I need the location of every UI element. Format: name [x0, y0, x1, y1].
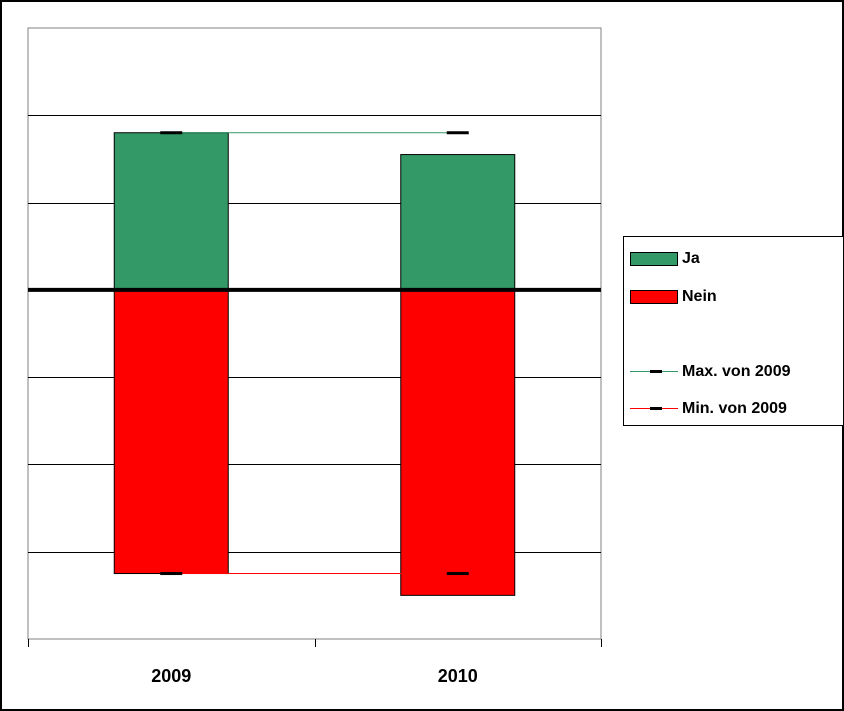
x-tick-label-2010: 2010 [438, 666, 478, 686]
bar-nein-2010 [400, 289, 516, 596]
legend-label-ja: Ja [682, 250, 700, 267]
legend-item-max: Max. von 2009 [630, 362, 791, 382]
x-tick-label-2009: 2009 [151, 666, 191, 686]
bar-nein-2009 [113, 289, 229, 575]
legend-label-nein: Nein [682, 288, 717, 305]
legend-label-min: Min. von 2009 [682, 400, 787, 417]
bar-ja-2009 [113, 132, 229, 291]
legend-item-ja: Ja [630, 249, 700, 269]
marker-min-von-2009-2009 [160, 572, 183, 576]
legend-label-max: Max. von 2009 [682, 363, 791, 380]
legend: Ja Nein Max. von 2009 Min. von 2009 [623, 236, 844, 426]
legend-swatch-ja [630, 252, 678, 266]
bar-ja-2010 [400, 154, 516, 291]
marker-min-von-2009-2010 [446, 572, 469, 576]
legend-line-max [630, 365, 678, 379]
marker-max-von-2009-2010 [446, 131, 469, 135]
legend-swatch-nein [630, 290, 678, 304]
legend-item-min: Min. von 2009 [630, 399, 787, 419]
marker-max-von-2009-2009 [160, 131, 183, 135]
legend-item-nein: Nein [630, 287, 717, 307]
legend-line-min [630, 402, 678, 416]
